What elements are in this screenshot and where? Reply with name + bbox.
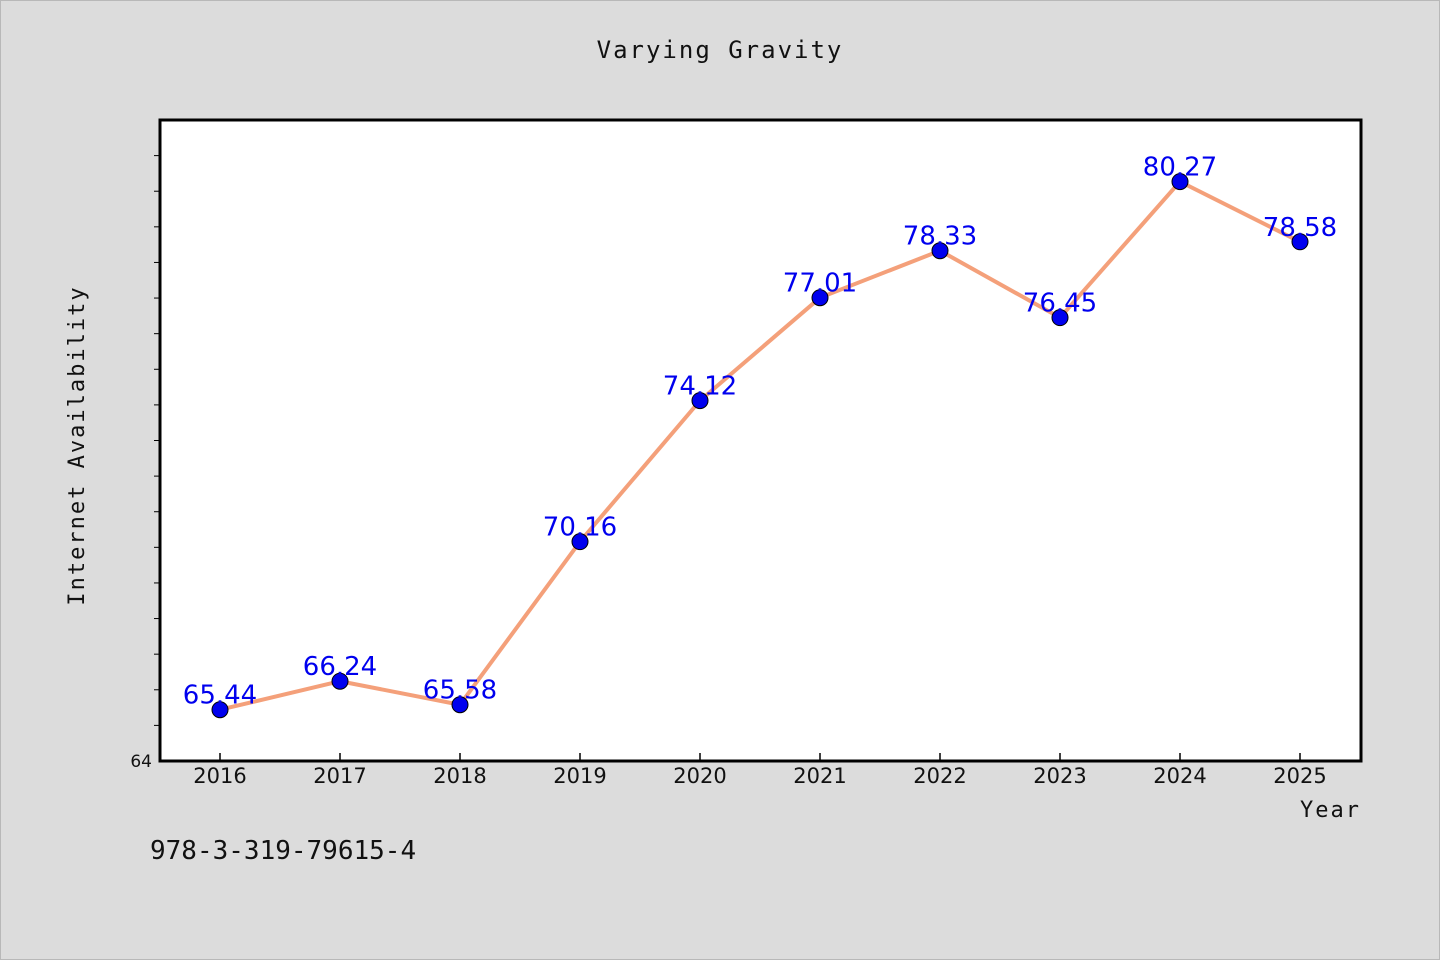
data-point	[1051, 309, 1069, 327]
data-label: 78.58	[1263, 213, 1337, 243]
x-tick-label: 2024	[1153, 764, 1206, 788]
x-tick-label: 2020	[673, 764, 726, 788]
x-axis-label: Year	[1300, 798, 1361, 823]
data-point	[451, 696, 469, 714]
y-tick-label: 64	[130, 752, 152, 772]
x-tick-label: 2017	[313, 764, 366, 788]
plot-area	[158, 118, 1363, 763]
series-line	[219, 179, 1301, 712]
chart-title: Varying Gravity	[596, 36, 844, 64]
x-tick-label: 2021	[793, 764, 846, 788]
data-label: 74.12	[663, 372, 737, 402]
x-tick-label: 2022	[913, 764, 966, 788]
y-axis-label: Internet Availability	[65, 285, 90, 605]
data-label: 77.01	[783, 269, 857, 299]
data-label: 66.24	[303, 652, 377, 682]
data-point	[811, 289, 829, 307]
data-label: 80.27	[1143, 153, 1217, 183]
data-point	[211, 701, 229, 719]
data-point	[1291, 233, 1309, 251]
x-tick-label: 2018	[433, 764, 486, 788]
data-label: 76.45	[1023, 289, 1097, 319]
x-tick-label: 2019	[553, 764, 606, 788]
data-point	[331, 672, 349, 690]
data-label: 65.58	[423, 676, 497, 706]
data-label: 78.33	[903, 222, 977, 252]
data-label: 70.16	[543, 513, 617, 543]
data-point	[931, 242, 949, 260]
footer-code: 978-3-319-79615-4	[150, 836, 417, 866]
x-tick-label: 2016	[193, 764, 246, 788]
data-point	[1171, 173, 1189, 191]
data-label: 65.44	[183, 681, 257, 711]
x-tick-label: 2025	[1273, 764, 1326, 788]
x-tick-label: 2023	[1033, 764, 1086, 788]
data-point	[691, 392, 709, 410]
data-point	[571, 533, 589, 551]
